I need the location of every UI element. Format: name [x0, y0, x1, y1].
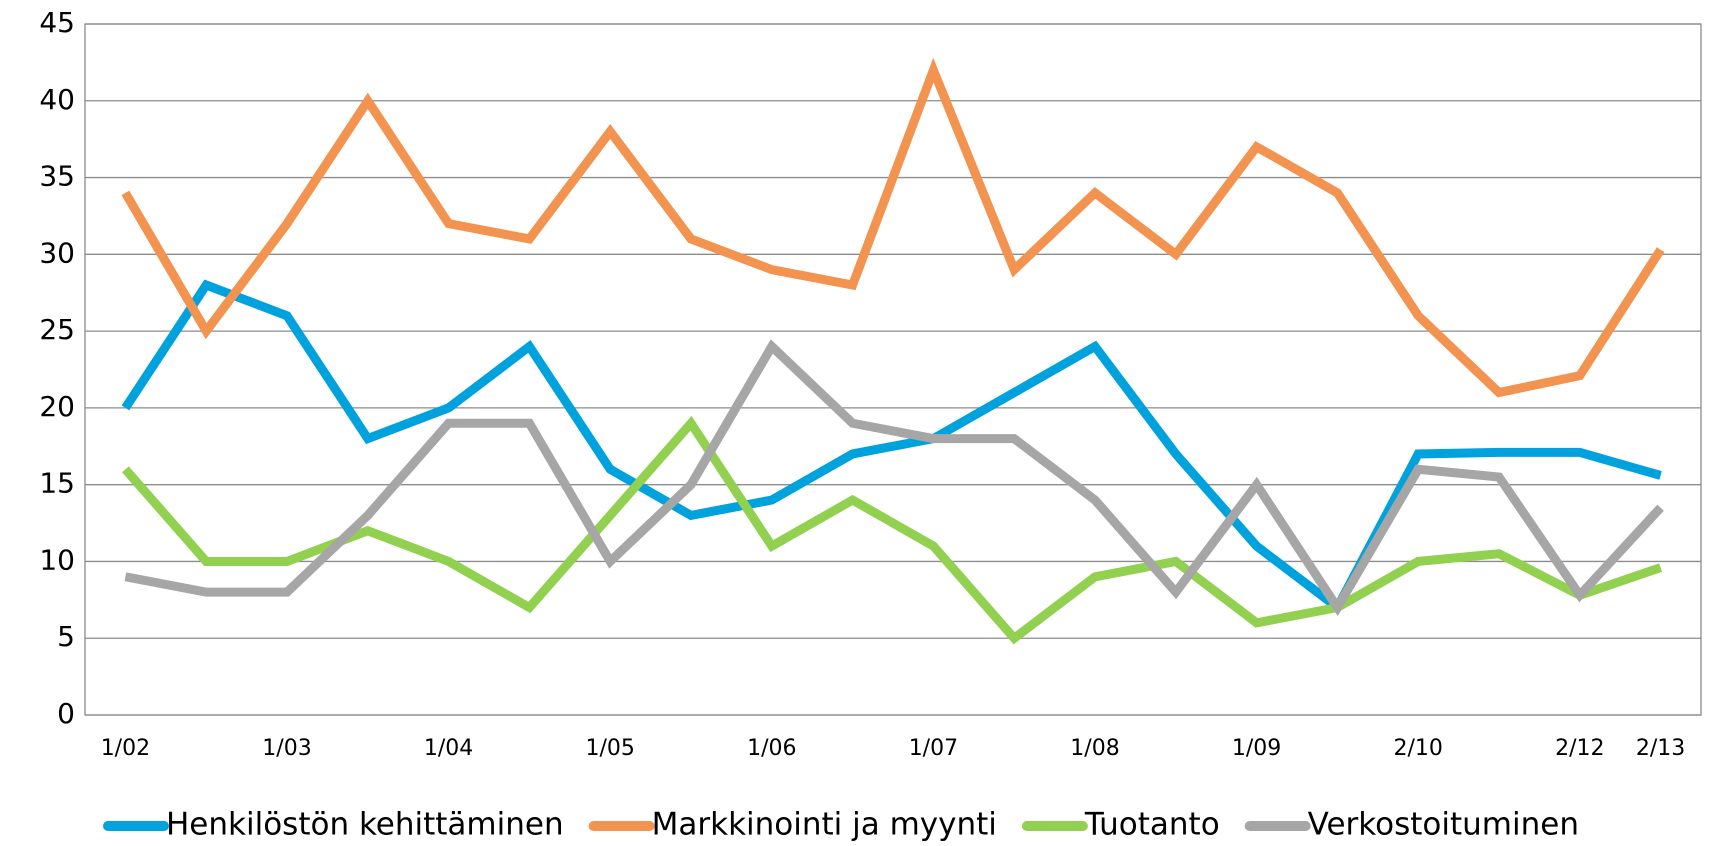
series-line: [121, 279, 1662, 615]
series-line: [122, 415, 1663, 645]
y-tick-label: 35: [39, 160, 75, 193]
x-tick-label: 1/08: [1070, 736, 1119, 761]
y-tick-label: 10: [39, 543, 75, 576]
legend-label: Markkinointi ja myynti: [652, 807, 997, 843]
x-tick-label: 2/10: [1393, 736, 1442, 761]
x-tick-label: 1/07: [909, 736, 958, 761]
y-tick-label: 40: [39, 83, 75, 116]
x-tick-label: 1/03: [262, 736, 311, 761]
x-tick-label: 1/02: [101, 736, 150, 761]
legend-label: Henkilöstön kehittäminen: [166, 807, 564, 843]
y-tick-label: 20: [39, 390, 75, 423]
x-tick-label: 1/04: [424, 736, 473, 761]
y-tick-label: 0: [57, 697, 75, 730]
x-tick-label: 2/12: [1555, 736, 1604, 761]
x-tick-label: 1/06: [747, 736, 796, 761]
y-tick-label: 45: [39, 6, 75, 39]
y-tick-label: 5: [57, 620, 75, 653]
y-tick-label: 25: [39, 313, 75, 346]
legend-label: Verkostoituminen: [1308, 807, 1579, 843]
legend-label: Tuotanto: [1084, 807, 1220, 843]
series-line: [124, 339, 1664, 617]
x-tick-label: 1/09: [1232, 736, 1281, 761]
x-tick-label: 1/05: [585, 736, 634, 761]
x-tick-label: 2/13: [1636, 736, 1685, 761]
y-tick-label: 15: [39, 467, 75, 500]
y-tick-label: 30: [39, 236, 75, 269]
series-line: [121, 57, 1665, 398]
plot-border: [84, 23, 1702, 716]
